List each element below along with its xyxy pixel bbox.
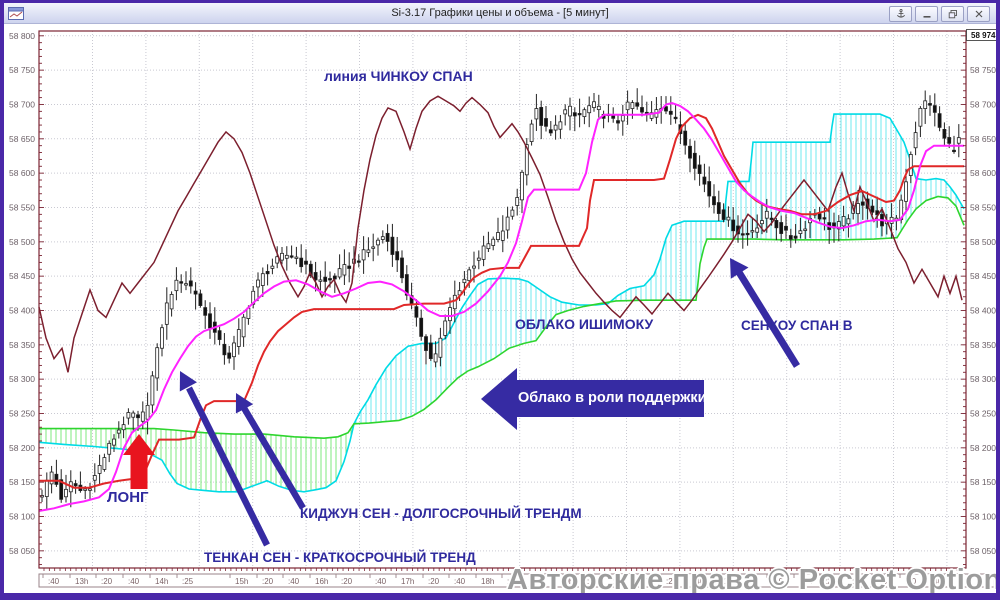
svg-text:18h: 18h [481,577,494,586]
svg-text:21h: 21h [719,577,732,586]
svg-text:58 200: 58 200 [970,443,996,453]
svg-text::20: :20 [905,577,917,586]
svg-text:19h: 19h [560,577,573,586]
svg-text:58 350: 58 350 [970,340,996,350]
svg-text:58 150: 58 150 [9,477,35,487]
svg-text::40: :40 [454,577,466,586]
anchor-icon [896,9,905,18]
svg-text::20: :20 [746,577,758,586]
svg-text:58 650: 58 650 [9,134,35,144]
svg-text:58 450: 58 450 [9,271,35,281]
svg-text::40: :40 [288,577,300,586]
minimize-button[interactable] [915,6,938,22]
svg-text:23h: 23h [878,577,891,586]
restore-icon [948,10,957,19]
svg-text:58 650: 58 650 [970,134,996,144]
svg-text:14h: 14h [155,577,168,586]
annotation-chikou-span: линия ЧИНКОУ СПАН [324,68,473,84]
svg-text::40: :40 [852,577,864,586]
svg-text:58 100: 58 100 [970,511,996,521]
svg-text::20: :20 [101,577,113,586]
annotation-tenkan-sen: ТЕНКАН СЕН - КРАТКОСРОЧНЫЙ ТРЕНД [204,550,476,565]
close-button[interactable] [967,6,990,22]
svg-text::40: :40 [534,577,546,586]
annotation-kijun-sen: КИДЖУН СЕН - ДОЛГОСРОЧНЫЙ ТРЕНДМ [300,506,582,521]
svg-text:20h: 20h [640,577,653,586]
svg-text::20: :20 [587,577,599,586]
window-title: Si-3.17 Графики цены и объема - [5 минут… [391,7,609,19]
restore-button[interactable] [941,6,964,22]
chart-window-icon [8,6,24,20]
svg-text:58 050: 58 050 [9,546,35,556]
svg-text::40: :40 [128,577,140,586]
svg-text::40: :40 [931,577,943,586]
svg-text:15h: 15h [235,577,248,586]
svg-text:58 700: 58 700 [970,99,996,109]
svg-text:17h: 17h [401,577,414,586]
svg-text:58 550: 58 550 [970,202,996,212]
minimize-icon [923,16,930,18]
svg-text:58 450: 58 450 [970,271,996,281]
svg-text:58 350: 58 350 [9,340,35,350]
svg-text:58 400: 58 400 [9,305,35,315]
svg-text:58 974: 58 974 [971,31,996,40]
svg-text::40: :40 [693,577,705,586]
svg-text:58 600: 58 600 [970,168,996,178]
svg-text::40: :40 [48,577,60,586]
annotation-long: ЛОНГ [107,489,149,506]
svg-text::20: :20 [507,577,519,586]
anchor-button[interactable] [889,6,912,22]
svg-text:58 600: 58 600 [9,168,35,178]
svg-text:58 700: 58 700 [9,99,35,109]
svg-text::40: :40 [613,577,625,586]
copyright-watermark: Авторские права © Pocket Option [507,564,1000,596]
svg-text:16h: 16h [315,577,328,586]
title-bar[interactable]: Si-3.17 Графики цены и объема - [5 минут… [4,3,996,24]
svg-text::20: :20 [341,577,353,586]
svg-text::20: :20 [825,577,837,586]
svg-text::20: :20 [262,577,274,586]
close-icon [975,10,982,18]
svg-text:58 050: 58 050 [970,546,996,556]
svg-text:13h: 13h [75,577,88,586]
svg-text:58 750: 58 750 [970,65,996,75]
svg-text:58 250: 58 250 [9,408,35,418]
svg-text:58 300: 58 300 [970,374,996,384]
svg-text:58 100: 58 100 [9,511,35,521]
svg-text:22h: 22h [799,577,812,586]
svg-text:58 750: 58 750 [9,65,35,75]
annotation-senkou-span-b: СЕНКОУ СПАН B [741,318,853,333]
svg-text::20: :20 [666,577,678,586]
svg-text:58 400: 58 400 [970,305,996,315]
svg-text::40: :40 [375,577,387,586]
svg-text:58 150: 58 150 [970,477,996,487]
svg-text::20: :20 [428,577,440,586]
svg-text:58 250: 58 250 [970,408,996,418]
svg-text:58 500: 58 500 [9,237,35,247]
svg-text:58 200: 58 200 [9,443,35,453]
svg-text::25: :25 [182,577,194,586]
svg-text:58 800: 58 800 [9,31,35,41]
svg-text::40: :40 [772,577,784,586]
svg-text:58 550: 58 550 [9,202,35,212]
svg-text:58 300: 58 300 [9,374,35,384]
svg-text:58 500: 58 500 [970,237,996,247]
annotation-ichimoku-cloud: ОБЛАКО ИШИМОКУ [515,316,654,332]
support-banner-label: Облако в роли поддержки [518,390,707,406]
